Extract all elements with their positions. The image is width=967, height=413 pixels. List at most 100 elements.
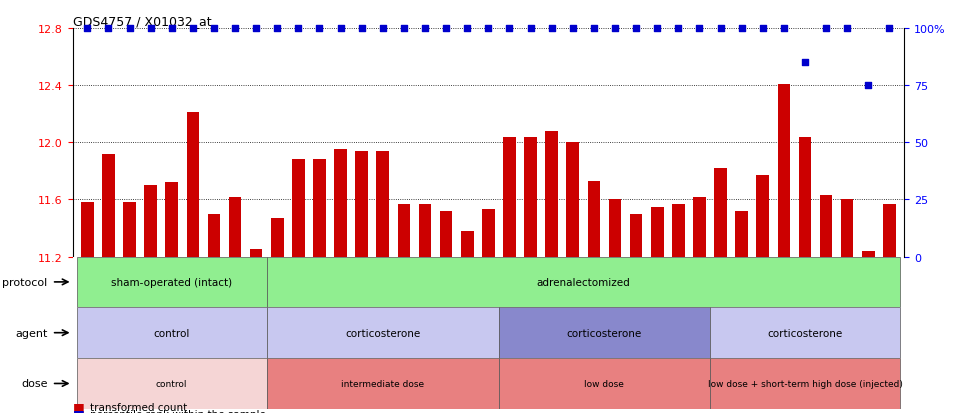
Text: sham-operated (intact): sham-operated (intact): [111, 277, 232, 287]
Bar: [229, 197, 242, 257]
Point: [797, 60, 812, 66]
Point: [670, 26, 686, 32]
Bar: [461, 231, 474, 257]
Bar: [123, 203, 135, 257]
Bar: [397, 204, 410, 257]
Bar: [735, 211, 747, 257]
Bar: [187, 113, 199, 257]
Point: [691, 26, 707, 32]
Bar: [524, 137, 537, 257]
Text: GDS4757 / X01032_at: GDS4757 / X01032_at: [73, 15, 211, 28]
Text: percentile rank within the sample: percentile rank within the sample: [90, 409, 266, 413]
Point: [713, 26, 728, 32]
Bar: [608, 200, 622, 257]
Bar: [630, 214, 642, 257]
Bar: [103, 154, 115, 257]
Point: [311, 26, 327, 32]
Bar: [292, 160, 305, 257]
Point: [459, 26, 475, 32]
Point: [839, 26, 855, 32]
Bar: [756, 176, 769, 257]
Bar: [249, 250, 262, 257]
Point: [755, 26, 771, 32]
Bar: [267, 257, 900, 308]
Bar: [710, 308, 900, 358]
Bar: [440, 211, 453, 257]
Point: [227, 26, 243, 32]
Point: [333, 26, 348, 32]
Text: intermediate dose: intermediate dose: [341, 379, 425, 388]
Point: [543, 26, 559, 32]
Point: [523, 26, 539, 32]
Point: [143, 26, 159, 32]
Point: [122, 26, 137, 32]
Point: [291, 26, 307, 32]
Bar: [76, 257, 267, 308]
Point: [249, 26, 264, 32]
Bar: [208, 214, 220, 257]
Bar: [672, 204, 685, 257]
Point: [861, 83, 876, 89]
Point: [629, 26, 644, 32]
Text: low dose + short-term high dose (injected): low dose + short-term high dose (injecte…: [708, 379, 902, 388]
Bar: [715, 169, 727, 257]
Bar: [499, 358, 710, 409]
Bar: [777, 85, 790, 257]
Text: dose: dose: [21, 379, 47, 389]
Bar: [76, 358, 267, 409]
Text: adrenalectomized: adrenalectomized: [537, 277, 630, 287]
Bar: [799, 137, 811, 257]
Point: [882, 26, 897, 32]
Text: control: control: [154, 328, 190, 338]
Bar: [165, 183, 178, 257]
Bar: [144, 186, 157, 257]
Point: [481, 26, 496, 32]
Bar: [81, 203, 94, 257]
Bar: [710, 358, 900, 409]
Point: [185, 26, 200, 32]
Text: ■: ■: [73, 407, 84, 413]
Point: [502, 26, 517, 32]
Point: [396, 26, 412, 32]
Text: protocol: protocol: [2, 277, 47, 287]
Text: control: control: [156, 379, 188, 388]
Bar: [267, 358, 499, 409]
Bar: [313, 160, 326, 257]
Bar: [499, 308, 710, 358]
Point: [650, 26, 665, 32]
Point: [734, 26, 749, 32]
Bar: [482, 210, 495, 257]
Text: agent: agent: [15, 328, 47, 338]
Bar: [651, 207, 663, 257]
Point: [164, 26, 180, 32]
Bar: [267, 308, 499, 358]
Point: [79, 26, 95, 32]
Point: [101, 26, 116, 32]
Bar: [419, 204, 431, 257]
Text: corticosterone: corticosterone: [567, 328, 642, 338]
Point: [354, 26, 369, 32]
Point: [586, 26, 601, 32]
Point: [777, 26, 792, 32]
Bar: [503, 137, 515, 257]
Point: [270, 26, 285, 32]
Bar: [271, 218, 283, 257]
Bar: [820, 196, 833, 257]
Bar: [76, 308, 267, 358]
Bar: [567, 143, 579, 257]
Text: transformed count: transformed count: [90, 402, 188, 412]
Text: corticosterone: corticosterone: [345, 328, 421, 338]
Point: [418, 26, 433, 32]
Bar: [376, 152, 389, 257]
Point: [206, 26, 221, 32]
Bar: [883, 204, 895, 257]
Bar: [335, 150, 347, 257]
Bar: [693, 197, 706, 257]
Bar: [355, 152, 368, 257]
Text: ■: ■: [73, 400, 84, 413]
Point: [438, 26, 454, 32]
Bar: [545, 131, 558, 257]
Bar: [841, 200, 854, 257]
Bar: [862, 251, 874, 257]
Text: low dose: low dose: [584, 379, 625, 388]
